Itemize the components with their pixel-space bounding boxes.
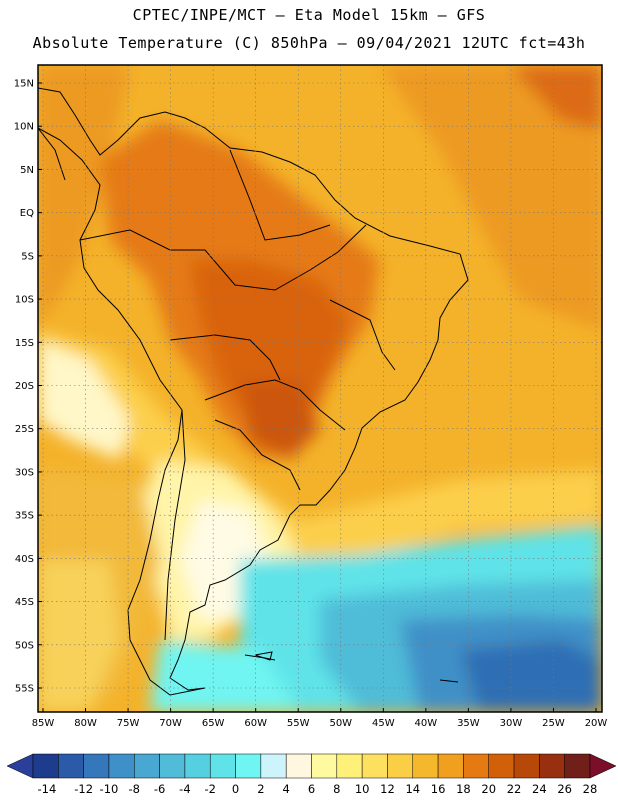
longitude-label: 40W	[415, 718, 438, 729]
colorbar-swatch	[488, 753, 515, 779]
latitude-label: 55S	[15, 684, 34, 695]
colorbar-tick-label: -8	[129, 782, 140, 796]
longitude-label: 55W	[287, 718, 310, 729]
latitude-label: 15N	[14, 79, 34, 90]
colorbar-tick-label: 14	[405, 782, 420, 796]
longitude-label: 60W	[244, 718, 267, 729]
latitude-label: 10S	[15, 295, 34, 306]
latitude-label: 20S	[15, 381, 34, 392]
colorbar-tick-label: 10	[355, 782, 370, 796]
colorbar-swatch	[134, 753, 160, 779]
colorbar-swatch	[235, 753, 262, 779]
temperature-field	[38, 65, 602, 712]
colorbar-tick-label: 26	[557, 782, 572, 796]
latitude-label: 25S	[15, 424, 34, 435]
longitude-label: 75W	[117, 718, 140, 729]
colorbar-tick-label: 8	[333, 782, 340, 796]
colorbar-swatch	[159, 753, 186, 779]
latitude-label: 30S	[15, 467, 34, 478]
coastlines-and-borders	[38, 87, 469, 696]
map-frame	[37, 64, 603, 713]
colorbar-swatch	[564, 753, 591, 779]
longitude-label: 45W	[372, 718, 395, 729]
latitude-label: 40S	[15, 554, 34, 565]
colorbar-swatch	[83, 753, 110, 779]
latitude-label: 15S	[15, 338, 34, 349]
latitude-label: 45S	[15, 597, 34, 608]
latitude-label: 5S	[21, 251, 34, 262]
latitude-label: EQ	[20, 208, 34, 219]
longitude-labels: 85W 80W 75W 70W 65W 60W 55W 50W 45W 40W 35W 30W 25W 2…	[32, 708, 608, 729]
colorbar-tick-label: 28	[583, 782, 598, 796]
colorbar-tick-label: -2	[204, 782, 215, 796]
chart-title-line-1: CPTEC/INPE/MCT – Eta Model 15km – GFS	[132, 6, 486, 24]
colorbar-tick-label: -10	[100, 782, 119, 796]
longitude-label: 20W	[585, 718, 608, 729]
colorbar-swatch	[260, 753, 287, 779]
colorbar-tick-label: -12	[74, 782, 93, 796]
colorbar-min-arrow	[6, 753, 34, 779]
colorbar-swatch	[32, 753, 59, 779]
latitude-labels: 15N 10N 5N EQ 5S 10S 15S 20S 25S 30S 35S 40S 45S 50S 5…	[14, 79, 42, 695]
latitude-label: 10N	[14, 122, 34, 133]
colorbar-tick-label: 24	[532, 782, 547, 796]
colorbar-tick-label: 2	[257, 782, 264, 796]
colorbar-tick-label: 4	[283, 782, 290, 796]
longitude-label: 85W	[32, 718, 55, 729]
colorbar-swatch	[463, 753, 489, 779]
colorbar-swatch	[387, 753, 414, 779]
colorbar-swatch	[437, 753, 464, 779]
colorbar-tick-label: 22	[507, 782, 522, 796]
colorbar-tick-label: 20	[481, 782, 496, 796]
colorbar-tick-label: 0	[232, 782, 239, 796]
colorbar-tick-label: 6	[308, 782, 315, 796]
longitude-label: 80W	[74, 718, 97, 729]
longitude-label: 65W	[202, 718, 225, 729]
longitude-label: 70W	[159, 718, 182, 729]
colorbar-swatch	[209, 753, 236, 779]
colorbar-swatch	[184, 753, 211, 779]
colorbar-tick-label: 18	[456, 782, 471, 796]
colorbar: -14 -12 -10 -8 -6 -4 -2 0 2 4 6 8 10 12 14 16 18 20 22 24 26…	[6, 753, 617, 796]
colorbar-max-arrow	[589, 753, 617, 779]
colorbar-tick-label: -4	[179, 782, 190, 796]
colorbar-swatch	[58, 753, 84, 779]
colorbar-tick-label: -14	[38, 782, 57, 796]
colorbar-swatch	[311, 753, 338, 779]
latitude-label: 5N	[20, 165, 34, 176]
colorbar-swatch	[539, 753, 565, 779]
longitude-label: 30W	[500, 718, 523, 729]
colorbar-swatch	[412, 753, 439, 779]
colorbar-swatch	[108, 753, 135, 779]
colorbar-tick-label: 16	[431, 782, 446, 796]
latitude-label: 50S	[15, 640, 34, 651]
longitude-label: 35W	[457, 718, 480, 729]
colorbar-swatch	[285, 753, 312, 779]
colorbar-swatch	[361, 753, 388, 779]
chart-title-line-2: Absolute Temperature (C) 850hPa – 09/04/…	[32, 34, 586, 52]
colorbar-tick-label: -6	[154, 782, 165, 796]
latitude-label: 35S	[15, 511, 34, 522]
longitude-label: 25W	[542, 718, 565, 729]
longitude-label: 50W	[329, 718, 352, 729]
colorbar-swatch	[336, 753, 363, 779]
colorbar-swatch	[513, 753, 540, 779]
colorbar-tick-label: 12	[380, 782, 395, 796]
